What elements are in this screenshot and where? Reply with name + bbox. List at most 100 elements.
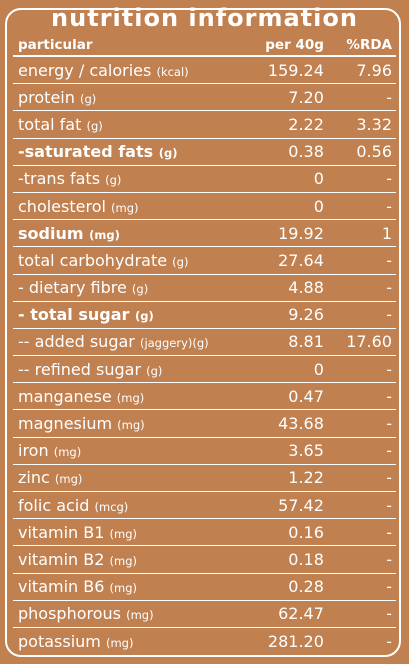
nutrient-rda: - [386, 305, 392, 325]
nutrient-value: 4.88 [288, 278, 324, 298]
nutrient-rda: - [386, 495, 392, 515]
nutrient-rda: - [386, 604, 392, 624]
nutrient-value: 281.20 [267, 632, 324, 652]
nutrient-rda: - [386, 196, 392, 216]
nutrient-rda: - [386, 250, 392, 270]
nutrient-value: 1.22 [288, 468, 324, 488]
nutrient-name: total fat (g) [13, 115, 240, 134]
nutrient-name: iron (mg) [13, 441, 240, 460]
nutrient-name: -- added sugar (jaggery)(g) [13, 332, 240, 351]
header-particular: particular [18, 37, 93, 53]
nutrient-value: 0.16 [288, 522, 324, 542]
nutrient-name: protein (g) [13, 88, 240, 107]
nutrient-rda: - [386, 359, 392, 379]
nutrient-value: 0.38 [288, 142, 324, 162]
table-row: manganese (mg) 0.47 - [13, 383, 396, 411]
nutrient-value: 0 [313, 196, 324, 216]
nutrient-name: zinc (mg) [13, 468, 240, 487]
nutrient-label: vitamin B2 [18, 549, 105, 569]
nutrient-unit: (mg) [54, 472, 83, 487]
nutrient-label: -- added sugar [18, 332, 135, 352]
nutrient-rda: 1 [381, 223, 392, 243]
nutrient-unit: (mg) [117, 418, 145, 433]
table-row: iron (mg) 3.65 - [13, 438, 396, 465]
nutrient-unit: (mg) [105, 636, 134, 651]
nutrient-rda: - [386, 522, 392, 542]
table-row: sodium (mg) 19.92 1 [13, 220, 396, 248]
nutrient-unit: (mg) [126, 608, 154, 623]
nutrient-unit: (mg) [109, 553, 137, 568]
nutrient-rda: - [386, 577, 392, 597]
table-row: protein (g) 7.20 - [13, 84, 396, 112]
table-row: magnesium (mg) 43.68 - [13, 410, 396, 438]
nutrient-name: magnesium (mg) [13, 414, 240, 433]
table-row: folic acid (mcg) 57.42 - [13, 492, 396, 520]
nutrient-unit: (mg) [109, 526, 137, 541]
page-title: nutrition information [51, 4, 358, 32]
nutrition-panel [5, 8, 401, 657]
table-header: particular per 40g %RDA [13, 35, 396, 57]
table-row: - dietary fibre (g) 4.88 - [13, 275, 396, 302]
nutrient-unit: (g) [146, 363, 163, 378]
nutrient-unit: (mg) [111, 200, 139, 215]
nutrient-value: 0.47 [288, 386, 324, 406]
nutrient-rda: - [386, 549, 392, 569]
nutrient-value: 27.64 [278, 250, 324, 270]
nutrient-unit: (jaggery)(g) [139, 336, 209, 351]
nutrient-label: -- refined sugar [18, 359, 142, 379]
nutrient-label: potassium [18, 632, 101, 652]
nutrient-label: - total sugar [18, 305, 130, 325]
nutrient-label: cholesterol [18, 196, 106, 216]
nutrient-label: total fat [18, 114, 82, 134]
header-per-40g: per 40g [265, 37, 324, 53]
nutrient-value: 8.81 [288, 332, 324, 352]
table-row: -trans fats (g) 0 - [13, 166, 396, 193]
nutrient-rda: - [386, 632, 392, 652]
nutrient-unit: (g) [172, 254, 189, 269]
nutrient-value: 3.65 [288, 441, 324, 461]
nutrient-label: zinc [18, 468, 50, 488]
nutrient-name: -trans fats (g) [13, 169, 240, 188]
nutrient-value: 62.47 [278, 604, 324, 624]
nutrient-name: cholesterol (mg) [13, 197, 240, 216]
nutrient-value: 7.20 [288, 87, 324, 107]
table-row: - total sugar (g) 9.26 - [13, 302, 396, 329]
nutrient-rda: - [386, 169, 392, 189]
nutrient-unit: (g) [158, 146, 178, 161]
nutrient-name: - total sugar (g) [13, 305, 240, 324]
nutrient-unit: (g) [79, 91, 97, 106]
nutrient-label: protein [18, 87, 75, 107]
nutrient-value: 19.92 [278, 223, 324, 243]
nutrient-label: iron [18, 441, 49, 461]
nutrient-value: 2.22 [288, 114, 324, 134]
nutrient-label: total carbohydrate [18, 250, 168, 270]
nutrient-unit: (g) [131, 282, 149, 297]
table-row: potassium (mg) 281.20 - [13, 628, 396, 655]
nutrient-label: -saturated fats [18, 142, 154, 162]
table-row: -- refined sugar (g) 0 - [13, 356, 396, 384]
nutrient-unit: (kcal) [156, 64, 189, 79]
nutrient-value: 43.68 [278, 414, 324, 434]
nutrient-rda: - [386, 441, 392, 461]
nutrient-unit: (mcg) [94, 499, 129, 514]
nutrient-name: manganese (mg) [13, 387, 240, 406]
nutrient-rda: - [386, 414, 392, 434]
table-row: phosphorous (mg) 62.47 - [13, 601, 396, 628]
nutrient-value: 57.42 [278, 495, 324, 515]
table-row: vitamin B6 (mg) 0.28 - [13, 574, 396, 601]
nutrient-value: 0.18 [288, 549, 324, 569]
nutrition-table: particular per 40g %RDA energy / calorie… [13, 35, 396, 655]
nutrient-label: phosphorous [18, 604, 121, 624]
nutrient-name: vitamin B2 (mg) [13, 550, 240, 569]
nutrient-name: - dietary fibre (g) [13, 278, 240, 297]
nutrient-rda: 0.56 [356, 142, 392, 162]
nutrient-rda: - [386, 386, 392, 406]
nutrient-name: total carbohydrate (g) [13, 251, 240, 270]
nutrient-name: -saturated fats (g) [13, 142, 240, 161]
nutrient-label: vitamin B6 [18, 577, 105, 597]
nutrient-unit: (mg) [116, 390, 145, 405]
nutrient-unit: (mg) [109, 581, 137, 596]
nutrient-rda: - [386, 87, 392, 107]
nutrient-label: folic acid [18, 495, 90, 515]
nutrient-name: phosphorous (mg) [13, 604, 240, 623]
